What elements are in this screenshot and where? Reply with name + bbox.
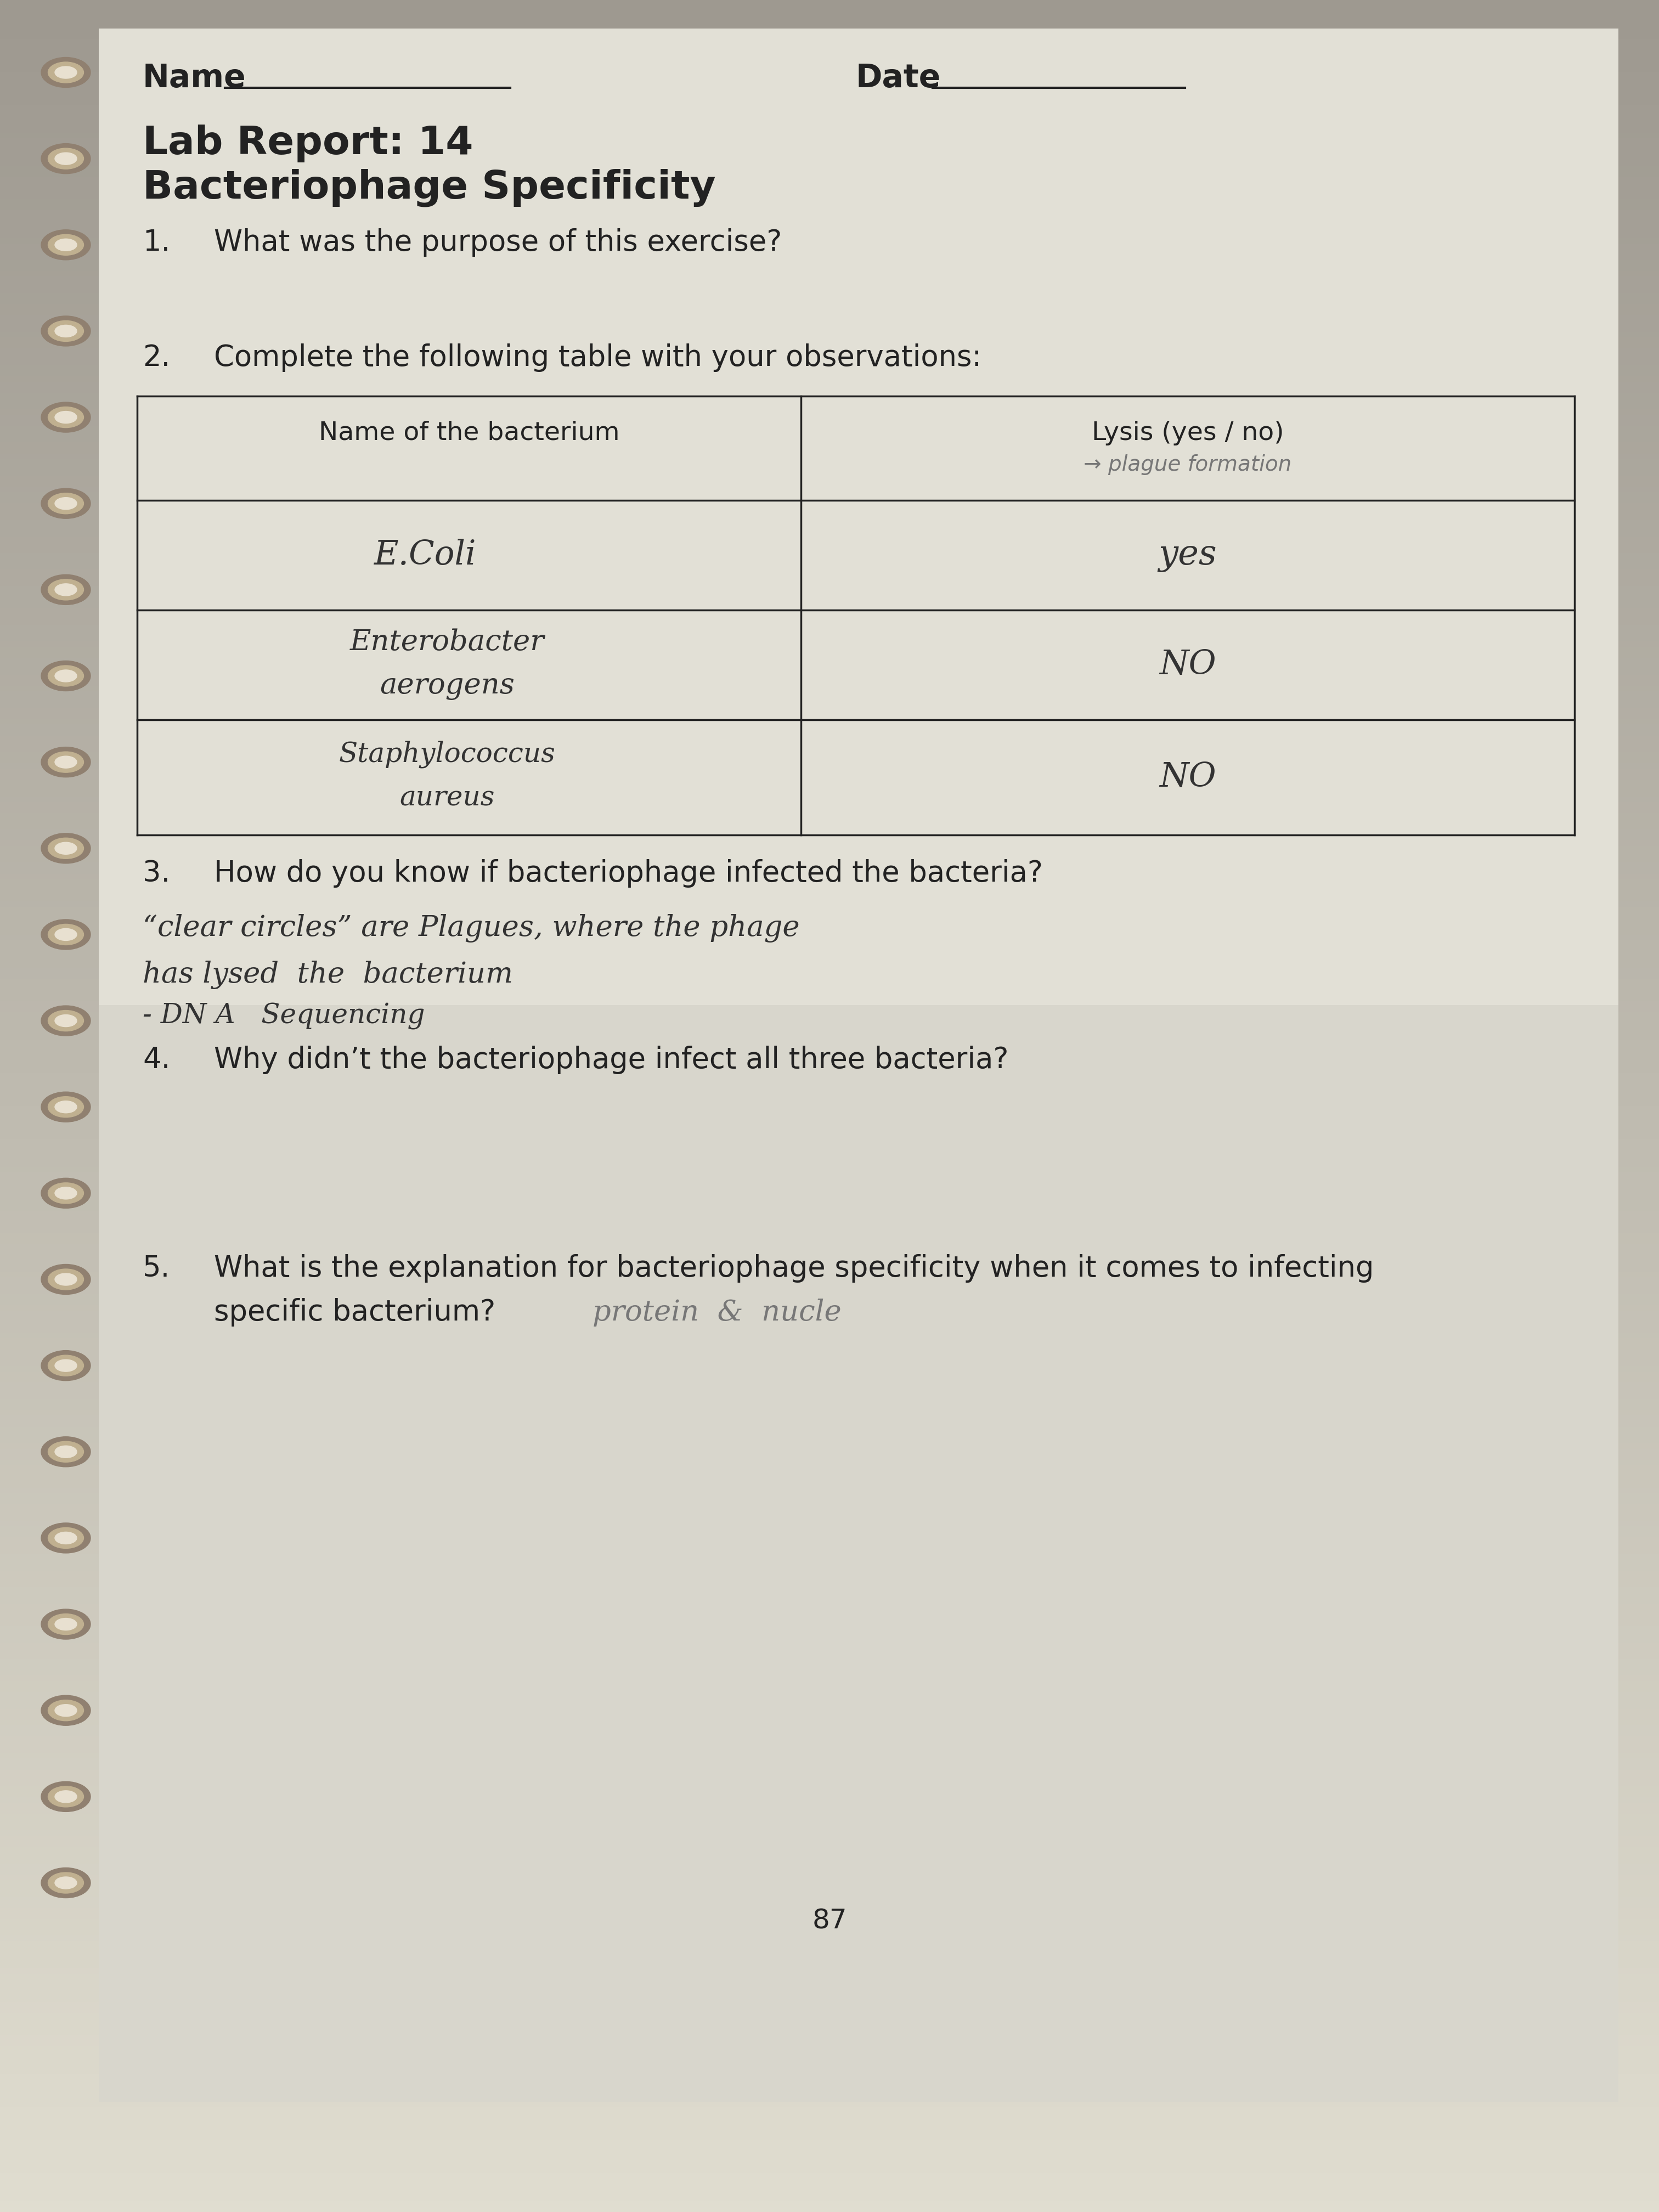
Text: has lysed  the  bacterium: has lysed the bacterium bbox=[143, 960, 513, 989]
Text: Bacteriophage Specificity: Bacteriophage Specificity bbox=[143, 168, 715, 206]
Ellipse shape bbox=[41, 58, 91, 88]
Ellipse shape bbox=[55, 411, 76, 422]
Ellipse shape bbox=[41, 316, 91, 345]
Text: NO: NO bbox=[1160, 761, 1216, 794]
Ellipse shape bbox=[41, 489, 91, 518]
Ellipse shape bbox=[41, 1265, 91, 1294]
Ellipse shape bbox=[48, 62, 83, 82]
Ellipse shape bbox=[48, 1871, 83, 1893]
Text: 3.: 3. bbox=[143, 858, 171, 887]
Text: Lab Report: 14: Lab Report: 14 bbox=[143, 124, 473, 164]
Ellipse shape bbox=[41, 1352, 91, 1380]
Ellipse shape bbox=[41, 1006, 91, 1035]
Ellipse shape bbox=[41, 144, 91, 175]
FancyBboxPatch shape bbox=[100, 29, 1619, 2101]
Ellipse shape bbox=[55, 153, 76, 164]
Ellipse shape bbox=[55, 670, 76, 681]
Ellipse shape bbox=[55, 66, 76, 77]
Ellipse shape bbox=[41, 403, 91, 431]
Ellipse shape bbox=[55, 1102, 76, 1113]
Ellipse shape bbox=[55, 1274, 76, 1285]
Ellipse shape bbox=[41, 1093, 91, 1121]
Ellipse shape bbox=[55, 1360, 76, 1371]
Ellipse shape bbox=[55, 757, 76, 768]
Text: yes: yes bbox=[1158, 538, 1218, 573]
Text: What was the purpose of this exercise?: What was the purpose of this exercise? bbox=[214, 228, 781, 257]
Ellipse shape bbox=[55, 1876, 76, 1889]
Ellipse shape bbox=[55, 239, 76, 250]
Ellipse shape bbox=[41, 920, 91, 949]
Ellipse shape bbox=[48, 752, 83, 772]
Text: 87: 87 bbox=[811, 1909, 848, 1936]
Text: What is the explanation for bacteriophage specificity when it comes to infecting: What is the explanation for bacteriophag… bbox=[214, 1254, 1374, 1283]
Text: How do you know if bacteriophage infected the bacteria?: How do you know if bacteriophage infecte… bbox=[214, 858, 1044, 887]
Ellipse shape bbox=[41, 834, 91, 863]
Ellipse shape bbox=[55, 498, 76, 509]
Text: Lysis (yes / no): Lysis (yes / no) bbox=[1092, 420, 1284, 445]
Ellipse shape bbox=[48, 148, 83, 168]
Text: NO: NO bbox=[1160, 648, 1216, 681]
Ellipse shape bbox=[55, 1790, 76, 1803]
Ellipse shape bbox=[41, 1694, 91, 1725]
Ellipse shape bbox=[41, 1438, 91, 1467]
Ellipse shape bbox=[48, 234, 83, 254]
Text: “clear circles” are Plagues, where the phage: “clear circles” are Plagues, where the p… bbox=[143, 914, 800, 942]
Ellipse shape bbox=[55, 584, 76, 595]
Ellipse shape bbox=[41, 1781, 91, 1812]
Ellipse shape bbox=[48, 1701, 83, 1721]
Ellipse shape bbox=[48, 1097, 83, 1117]
Ellipse shape bbox=[41, 1522, 91, 1553]
Text: specific bacterium?: specific bacterium? bbox=[214, 1298, 496, 1327]
Ellipse shape bbox=[41, 230, 91, 261]
Ellipse shape bbox=[48, 666, 83, 686]
Text: → plague formation: → plague formation bbox=[1083, 453, 1292, 476]
Ellipse shape bbox=[48, 580, 83, 599]
Text: 4.: 4. bbox=[143, 1046, 171, 1075]
Ellipse shape bbox=[48, 1183, 83, 1203]
Ellipse shape bbox=[41, 1179, 91, 1208]
Text: 1.: 1. bbox=[143, 228, 171, 257]
Ellipse shape bbox=[41, 575, 91, 604]
Ellipse shape bbox=[41, 661, 91, 690]
Ellipse shape bbox=[48, 493, 83, 513]
Text: Name: Name bbox=[143, 62, 246, 93]
Text: Name of the bacterium: Name of the bacterium bbox=[319, 420, 619, 445]
Ellipse shape bbox=[55, 843, 76, 854]
Text: Staphylococcus: Staphylococcus bbox=[338, 741, 556, 768]
Ellipse shape bbox=[48, 838, 83, 858]
Ellipse shape bbox=[48, 925, 83, 945]
Text: Date: Date bbox=[856, 62, 941, 93]
Text: aerogens: aerogens bbox=[380, 672, 514, 699]
Text: E.Coli: E.Coli bbox=[373, 540, 476, 571]
Text: 5.: 5. bbox=[143, 1254, 171, 1283]
Text: - DN A   Sequencing: - DN A Sequencing bbox=[143, 1002, 425, 1029]
Ellipse shape bbox=[48, 407, 83, 427]
Ellipse shape bbox=[55, 1447, 76, 1458]
Ellipse shape bbox=[55, 325, 76, 336]
Ellipse shape bbox=[48, 1356, 83, 1376]
Ellipse shape bbox=[41, 748, 91, 776]
Text: 2.: 2. bbox=[143, 343, 171, 372]
Text: protein  &  nucle: protein & nucle bbox=[592, 1298, 841, 1327]
Ellipse shape bbox=[48, 321, 83, 341]
Ellipse shape bbox=[48, 1615, 83, 1635]
Ellipse shape bbox=[48, 1787, 83, 1807]
Text: aureus: aureus bbox=[400, 785, 494, 812]
Ellipse shape bbox=[48, 1011, 83, 1031]
Text: Why didn’t the bacteriophage infect all three bacteria?: Why didn’t the bacteriophage infect all … bbox=[214, 1046, 1009, 1075]
Ellipse shape bbox=[55, 1533, 76, 1544]
FancyBboxPatch shape bbox=[100, 29, 1619, 1004]
Ellipse shape bbox=[48, 1270, 83, 1290]
Text: Enterobacter: Enterobacter bbox=[350, 628, 544, 657]
Text: Complete the following table with your observations:: Complete the following table with your o… bbox=[214, 343, 982, 372]
Ellipse shape bbox=[48, 1442, 83, 1462]
Ellipse shape bbox=[48, 1528, 83, 1548]
Ellipse shape bbox=[55, 1705, 76, 1717]
Ellipse shape bbox=[55, 1015, 76, 1026]
Ellipse shape bbox=[55, 1188, 76, 1199]
Ellipse shape bbox=[55, 929, 76, 940]
Ellipse shape bbox=[41, 1608, 91, 1639]
Ellipse shape bbox=[41, 1867, 91, 1898]
Ellipse shape bbox=[55, 1619, 76, 1630]
